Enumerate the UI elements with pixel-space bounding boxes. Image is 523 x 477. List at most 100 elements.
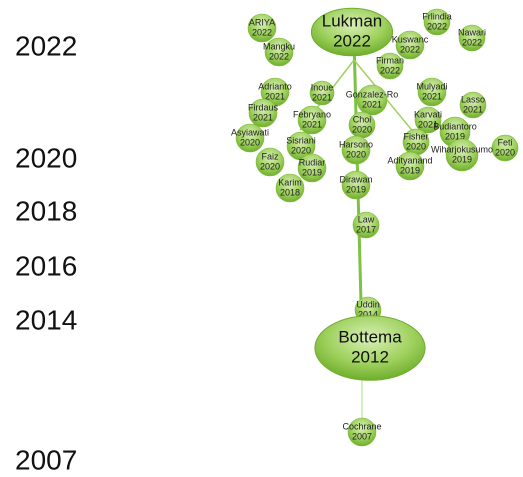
year-label: 2016	[15, 250, 77, 281]
node-label: Firman	[376, 55, 404, 65]
node-label: Nawari	[458, 27, 486, 37]
node-label: Sisriani	[286, 135, 316, 145]
node-year: 2007	[352, 431, 372, 441]
node-circle	[376, 52, 404, 80]
node-year: 2022	[333, 31, 371, 50]
node-label: Karvati	[414, 109, 442, 119]
node-label: Inoue	[311, 82, 334, 92]
node-year: 2022	[400, 44, 420, 54]
node-year: 2020	[346, 149, 366, 159]
node-circle	[417, 77, 447, 107]
node-circle	[248, 98, 278, 128]
node-year: 2019	[445, 131, 465, 141]
node-circle	[423, 8, 451, 36]
node-year: 2021	[463, 104, 483, 114]
node-year: 2021	[312, 92, 332, 102]
node-label: Adrianto	[258, 81, 292, 91]
node-circle	[297, 153, 327, 183]
node-year: 2012	[351, 347, 389, 366]
node-circle	[255, 147, 285, 177]
node-circle	[395, 151, 425, 181]
node-year: 2020	[260, 161, 280, 171]
node-label: Rudiar	[299, 157, 326, 167]
node-circle	[247, 13, 277, 43]
node-label: Frlindia	[422, 11, 452, 21]
node-label: Dirawan	[339, 174, 372, 184]
node-circle	[341, 135, 371, 165]
node-label: Karim	[278, 177, 302, 187]
node-label: Adityanand	[387, 155, 432, 165]
node-label: Kuswanc	[392, 34, 429, 44]
node-year: 2021	[362, 99, 382, 109]
nodes: Lukman2022ARIYA2022Mangku2022Frlindia202…	[231, 7, 519, 447]
node-label: Feti	[497, 137, 512, 147]
node-year: 2022	[252, 27, 272, 37]
node-label: Choi	[353, 114, 372, 124]
node-year: 2019	[452, 154, 472, 164]
node-circle	[275, 173, 305, 203]
year-label: 2018	[15, 195, 77, 226]
node-circle	[309, 80, 335, 106]
node-label: Faiz	[261, 151, 279, 161]
node-year: 2021	[253, 112, 273, 122]
node-circle	[414, 106, 442, 134]
node-year: 2020	[495, 147, 515, 157]
node-label: Mangku	[263, 41, 295, 51]
node-circle	[264, 37, 294, 67]
node-label: ARIYA	[249, 17, 275, 27]
year-label: 2007	[15, 444, 77, 475]
node-year: 2022	[380, 65, 400, 75]
node-label: Gonzalez-Ro	[346, 89, 399, 99]
node-label: Wiharjokusumo	[431, 144, 493, 154]
node-label: Mulyadi	[416, 81, 447, 91]
node-year: 2018	[280, 187, 300, 197]
node-circle	[341, 170, 371, 200]
node-year: 2022	[269, 51, 289, 61]
node-label: Asyiawati	[231, 127, 269, 137]
node-circle	[235, 123, 265, 153]
node-label: Cochrane	[342, 421, 381, 431]
node-label: Uddin	[356, 299, 380, 309]
node-label: Budiantoro	[433, 121, 477, 131]
node-circle	[347, 417, 377, 447]
node-label: Law	[358, 214, 375, 224]
node-circle	[310, 7, 394, 57]
node-year: 2019	[346, 184, 366, 194]
node-year: 2021	[422, 91, 442, 101]
node-label: Firdaus	[248, 102, 279, 112]
node-year: 2017	[356, 224, 376, 234]
node-year: 2014	[358, 309, 378, 319]
node-circle	[445, 138, 479, 172]
node-year: 2020	[240, 137, 260, 147]
node-year: 2022	[462, 37, 482, 47]
node-year: 2020	[406, 141, 426, 151]
node-label: Lasso	[461, 94, 485, 104]
node-year: 2019	[400, 165, 420, 175]
node-label: Bottema	[338, 327, 402, 346]
node-circle	[356, 84, 388, 116]
